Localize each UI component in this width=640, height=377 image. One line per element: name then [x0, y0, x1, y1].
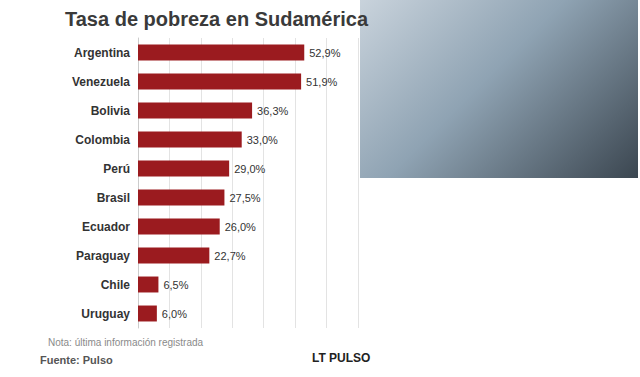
svg-text:Venezuela: Venezuela — [72, 75, 130, 89]
svg-text:29,0%: 29,0% — [234, 163, 265, 175]
svg-text:6,5%: 6,5% — [163, 279, 188, 291]
svg-text:Colombia: Colombia — [75, 133, 130, 147]
svg-text:6,0%: 6,0% — [162, 308, 187, 320]
svg-text:Nota: última información regis: Nota: última información registrada — [48, 337, 204, 348]
svg-text:Fuente: Pulso: Fuente: Pulso — [40, 354, 113, 366]
svg-text:33,0%: 33,0% — [247, 134, 278, 146]
svg-text:52,9%: 52,9% — [309, 47, 340, 59]
svg-text:Brasil: Brasil — [97, 191, 130, 205]
svg-text:36,3%: 36,3% — [257, 105, 288, 117]
svg-text:51,9%: 51,9% — [306, 76, 337, 88]
svg-text:Tasa de pobreza en Sudamérica: Tasa de pobreza en Sudamérica — [65, 8, 369, 30]
svg-text:22,7%: 22,7% — [214, 250, 245, 262]
svg-text:Bolivia: Bolivia — [91, 104, 131, 118]
svg-text:Argentina: Argentina — [74, 46, 130, 60]
svg-text:Perú: Perú — [103, 162, 130, 176]
svg-text:Ecuador: Ecuador — [82, 220, 130, 234]
svg-text:26,0%: 26,0% — [225, 221, 256, 233]
svg-text:Chile: Chile — [101, 278, 131, 292]
svg-text:LT PULSO: LT PULSO — [312, 351, 370, 365]
svg-text:Uruguay: Uruguay — [81, 307, 130, 321]
svg-text:27,5%: 27,5% — [229, 192, 260, 204]
svg-text:Paraguay: Paraguay — [76, 249, 130, 263]
